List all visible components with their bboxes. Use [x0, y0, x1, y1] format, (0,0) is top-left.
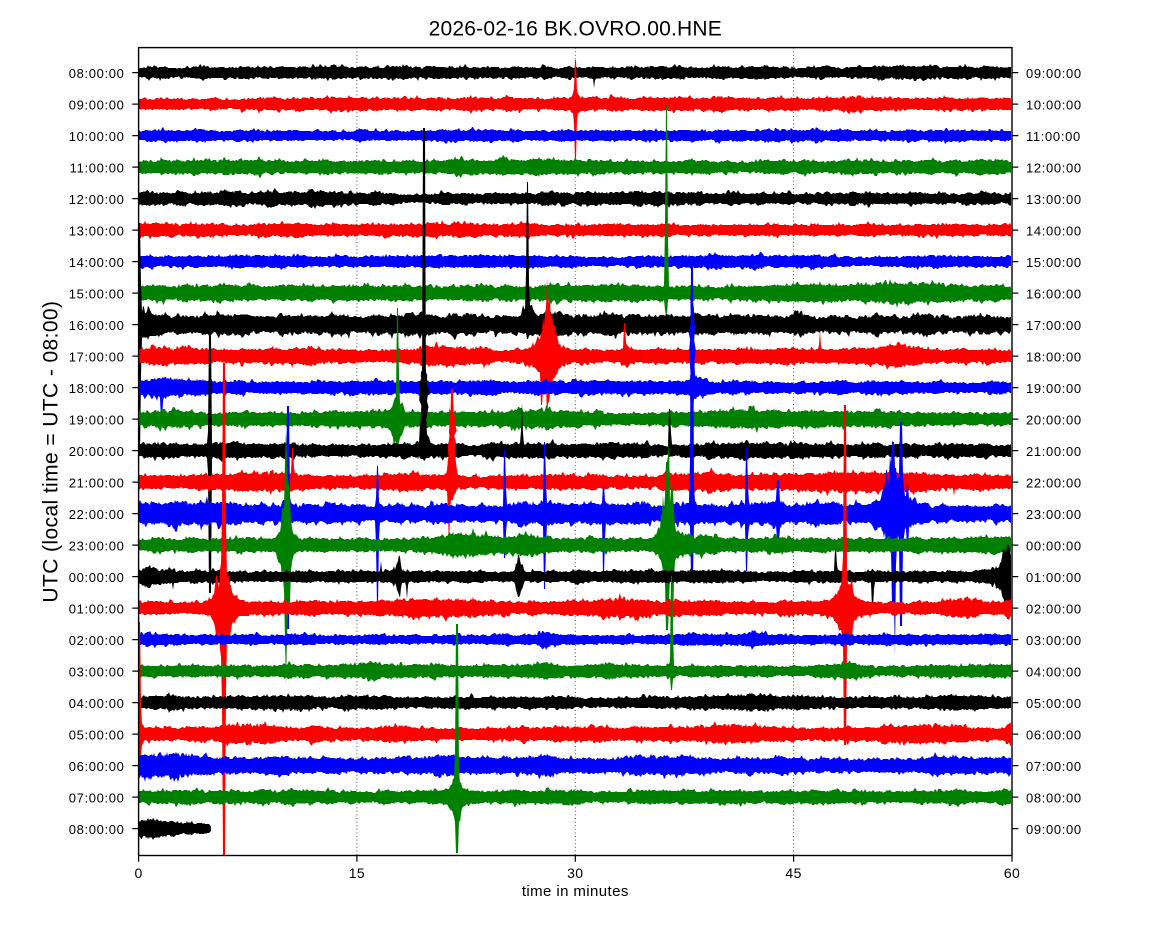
svg-text:17:00:00: 17:00:00 — [69, 350, 125, 365]
svg-text:2026-02-16 BK.OVRO.00.HNE: 2026-02-16 BK.OVRO.00.HNE — [429, 17, 722, 40]
svg-text:01:00:00: 01:00:00 — [1026, 570, 1082, 585]
svg-text:08:00:00: 08:00:00 — [69, 66, 125, 81]
svg-text:20:00:00: 20:00:00 — [69, 444, 125, 459]
svg-text:06:00:00: 06:00:00 — [69, 759, 125, 774]
svg-text:05:00:00: 05:00:00 — [69, 728, 125, 743]
svg-text:13:00:00: 13:00:00 — [1026, 192, 1082, 207]
svg-text:12:00:00: 12:00:00 — [69, 192, 125, 207]
svg-text:13:00:00: 13:00:00 — [69, 224, 125, 239]
svg-text:06:00:00: 06:00:00 — [1026, 728, 1082, 743]
svg-text:01:00:00: 01:00:00 — [69, 602, 125, 617]
svg-text:23:00:00: 23:00:00 — [1026, 507, 1082, 522]
svg-text:18:00:00: 18:00:00 — [69, 381, 125, 396]
svg-text:15:00:00: 15:00:00 — [69, 287, 125, 302]
svg-text:03:00:00: 03:00:00 — [69, 665, 125, 680]
svg-text:09:00:00: 09:00:00 — [1026, 822, 1082, 837]
svg-text:15: 15 — [349, 865, 365, 881]
svg-text:03:00:00: 03:00:00 — [1026, 633, 1082, 648]
svg-text:20:00:00: 20:00:00 — [1026, 413, 1082, 428]
svg-text:22:00:00: 22:00:00 — [69, 507, 125, 522]
svg-text:17:00:00: 17:00:00 — [1026, 318, 1082, 333]
svg-text:04:00:00: 04:00:00 — [1026, 665, 1082, 680]
svg-text:10:00:00: 10:00:00 — [69, 129, 125, 144]
svg-text:30: 30 — [567, 865, 583, 881]
svg-text:22:00:00: 22:00:00 — [1026, 476, 1082, 491]
svg-text:18:00:00: 18:00:00 — [1026, 350, 1082, 365]
svg-text:08:00:00: 08:00:00 — [1026, 791, 1082, 806]
svg-text:10:00:00: 10:00:00 — [1026, 98, 1082, 113]
svg-text:21:00:00: 21:00:00 — [1026, 444, 1082, 459]
svg-text:15:00:00: 15:00:00 — [1026, 255, 1082, 270]
svg-text:UTC (local time = UTC - 08:00): UTC (local time = UTC - 08:00) — [40, 301, 63, 603]
svg-text:19:00:00: 19:00:00 — [69, 413, 125, 428]
svg-text:45: 45 — [785, 865, 801, 881]
svg-text:16:00:00: 16:00:00 — [69, 318, 125, 333]
svg-text:04:00:00: 04:00:00 — [69, 696, 125, 711]
svg-text:16:00:00: 16:00:00 — [1026, 287, 1082, 302]
svg-text:0: 0 — [135, 865, 143, 881]
svg-text:11:00:00: 11:00:00 — [70, 161, 125, 176]
svg-text:07:00:00: 07:00:00 — [69, 791, 125, 806]
svg-text:05:00:00: 05:00:00 — [1026, 696, 1082, 711]
svg-text:21:00:00: 21:00:00 — [69, 476, 125, 491]
svg-text:60: 60 — [1004, 865, 1020, 881]
svg-text:14:00:00: 14:00:00 — [69, 255, 125, 270]
svg-text:time in minutes: time in minutes — [522, 883, 629, 900]
svg-text:02:00:00: 02:00:00 — [1026, 602, 1082, 617]
svg-text:12:00:00: 12:00:00 — [1026, 161, 1082, 176]
svg-text:07:00:00: 07:00:00 — [1026, 759, 1082, 774]
svg-text:00:00:00: 00:00:00 — [69, 570, 125, 585]
svg-text:19:00:00: 19:00:00 — [1026, 381, 1082, 396]
svg-text:02:00:00: 02:00:00 — [69, 633, 125, 648]
svg-text:09:00:00: 09:00:00 — [69, 98, 125, 113]
svg-text:14:00:00: 14:00:00 — [1026, 224, 1082, 239]
svg-text:08:00:00: 08:00:00 — [69, 822, 125, 837]
svg-text:23:00:00: 23:00:00 — [69, 539, 125, 554]
svg-text:09:00:00: 09:00:00 — [1026, 66, 1082, 81]
svg-text:00:00:00: 00:00:00 — [1026, 539, 1082, 554]
svg-text:11:00:00: 11:00:00 — [1026, 129, 1081, 144]
